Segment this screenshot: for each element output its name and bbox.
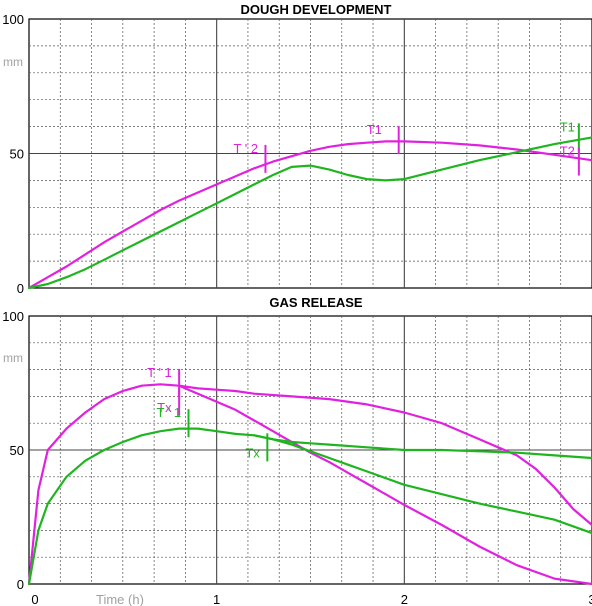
marker-label: T2 bbox=[560, 144, 575, 159]
dough-development-chart: DOUGH DEVELOPMENT 0 50 100 mm T ' 2 T1 T1 T2 bbox=[2, 2, 592, 296]
marker-label: Tx bbox=[157, 400, 172, 415]
y-tick-label: 100 bbox=[2, 309, 24, 324]
series-line bbox=[27, 140, 592, 290]
x-tick-label: 1 bbox=[213, 592, 220, 606]
y-tick-label: 0 bbox=[17, 577, 24, 592]
series-line bbox=[27, 383, 592, 586]
marker-label: T ' 1 bbox=[147, 365, 172, 380]
marker-label: Tx bbox=[245, 445, 260, 460]
x-tick-labels: 0 1 2 3 bbox=[31, 592, 592, 606]
series-line bbox=[27, 136, 592, 290]
marker-label: T1 bbox=[560, 119, 575, 134]
series-line bbox=[253, 434, 592, 535]
x-tick-label: 2 bbox=[401, 592, 408, 606]
x-axis-label: Time (h) bbox=[96, 592, 144, 606]
x-tick-label: 0 bbox=[31, 592, 38, 606]
series-line bbox=[178, 384, 592, 586]
grid bbox=[29, 316, 592, 584]
series-group bbox=[27, 136, 592, 290]
series-group bbox=[27, 383, 592, 586]
marker-group: T ' 2 T1 T1 T2 bbox=[233, 119, 580, 176]
series-line bbox=[27, 427, 592, 586]
y-tick-label: 0 bbox=[17, 281, 24, 296]
y-tick-label: 50 bbox=[10, 443, 24, 458]
chart-title: DOUGH DEVELOPMENT bbox=[241, 2, 392, 17]
y-axis-label: mm bbox=[3, 351, 23, 365]
y-tick-label: 100 bbox=[2, 12, 24, 27]
y-tick-labels: 0 50 100 bbox=[2, 12, 24, 296]
grid bbox=[29, 19, 592, 288]
marker-label: T1 bbox=[367, 122, 382, 137]
y-axis-label: mm bbox=[3, 55, 23, 69]
x-tick-label: 3 bbox=[588, 592, 592, 606]
y-tick-labels: 0 50 100 bbox=[2, 309, 24, 592]
marker-label: T ' 1 bbox=[157, 405, 182, 420]
y-tick-label: 50 bbox=[10, 147, 24, 162]
marker-label: T ' 2 bbox=[233, 141, 258, 156]
chart-title: GAS RELEASE bbox=[269, 295, 363, 310]
